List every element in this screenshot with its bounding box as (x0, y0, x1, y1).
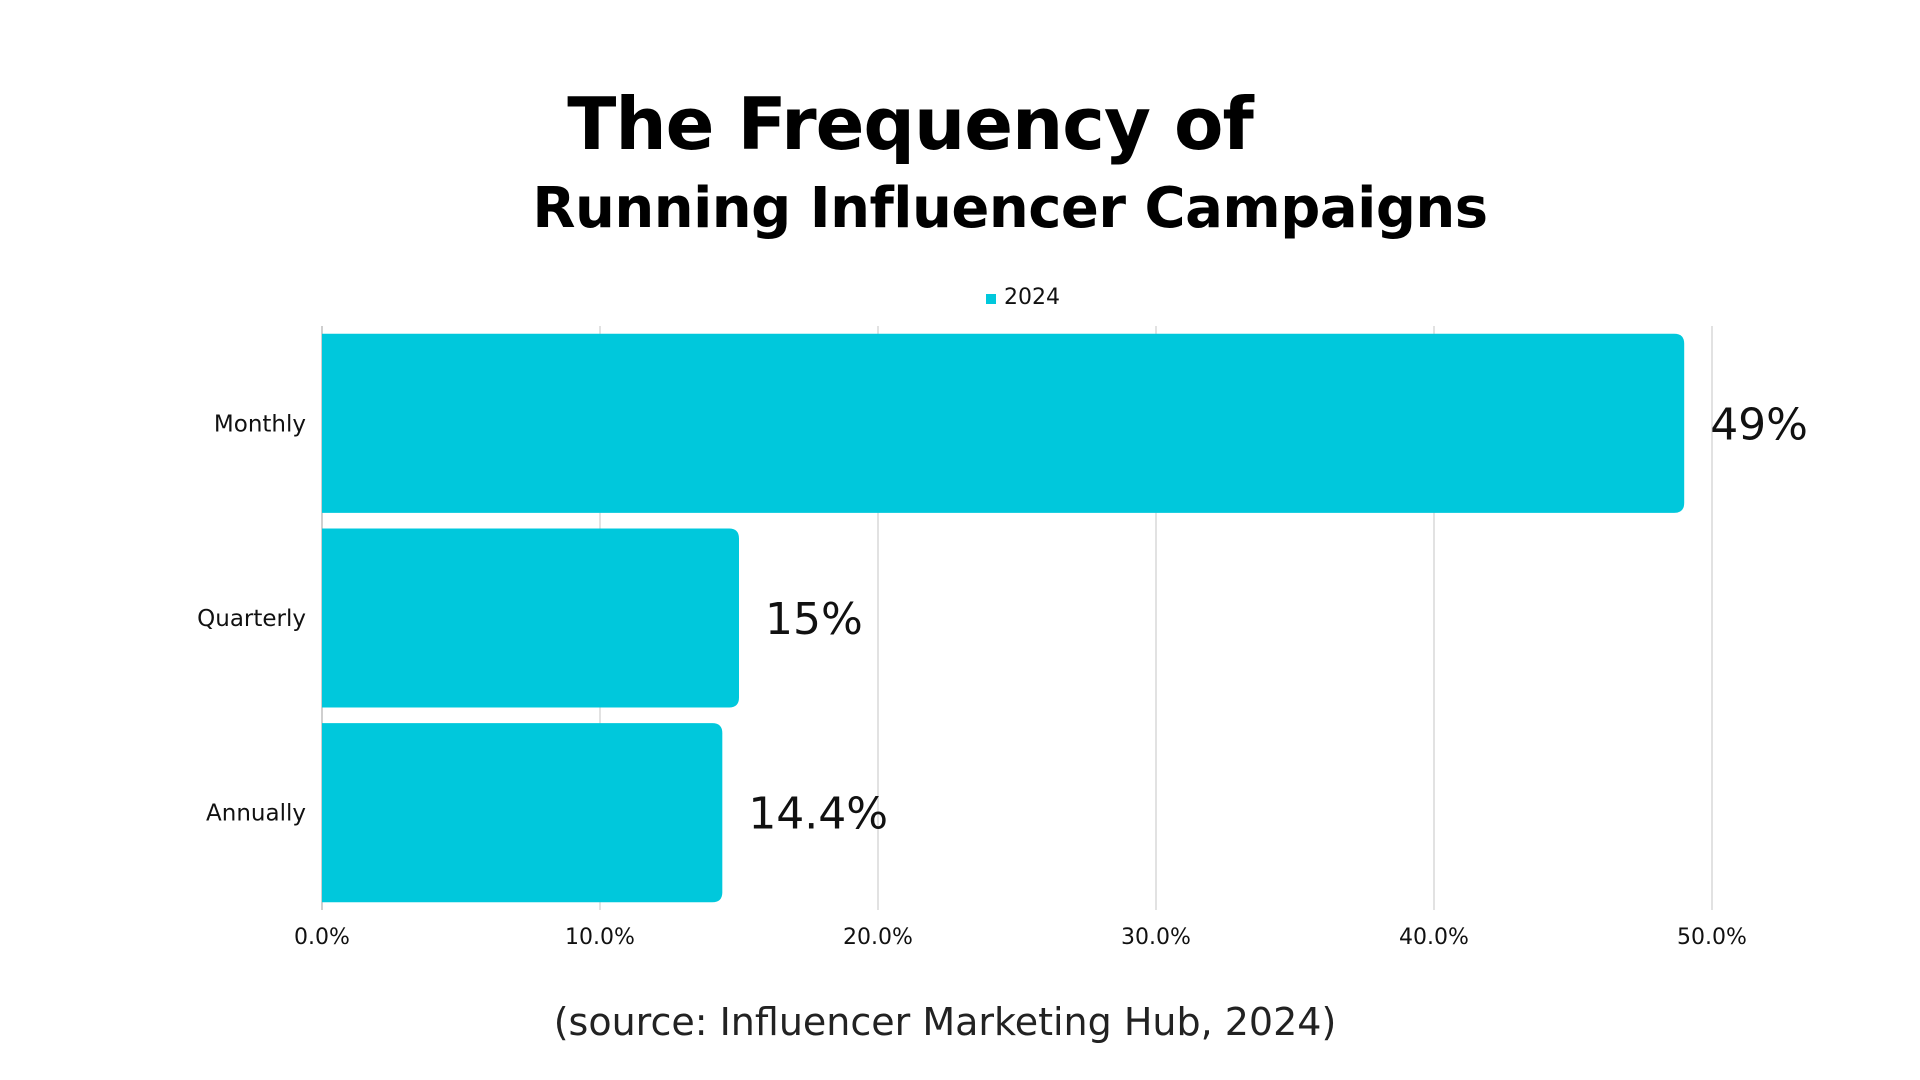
value-label: 14.4% (748, 789, 888, 840)
x-tick-label: 10.0% (565, 925, 635, 950)
chart-title-line-2: Running Influencer Campaigns (532, 176, 1488, 241)
x-tick-label: 0.0% (294, 925, 350, 950)
legend-label: 2024 (1004, 285, 1060, 310)
x-axis-ticks: 0.0% 10.0% 20.0% 30.0% 40.0% 50.0% (294, 925, 1747, 950)
category-label: Monthly (214, 411, 306, 437)
legend-swatch (986, 294, 996, 304)
x-tick-label: 50.0% (1677, 925, 1747, 950)
source-note: (source: Influencer Marketing Hub, 2024) (553, 1000, 1337, 1044)
legend: 2024 (986, 285, 1060, 310)
x-tick-label: 20.0% (843, 925, 913, 950)
category-labels: Monthly Quarterly Annually (197, 411, 306, 826)
category-label: Quarterly (197, 606, 306, 632)
x-tick-label: 40.0% (1399, 925, 1469, 950)
bar-annually (322, 723, 723, 903)
chart-title-line-1: The Frequency of (567, 82, 1254, 166)
x-tick-label: 30.0% (1121, 925, 1191, 950)
value-label: 49% (1710, 399, 1808, 450)
value-labels: 49% 15% 14.4% (748, 399, 1808, 839)
category-label: Annually (206, 801, 306, 827)
bars (322, 333, 1685, 903)
bar-quarterly (322, 528, 739, 708)
value-label: 15% (765, 594, 863, 645)
bar-monthly (322, 333, 1685, 513)
